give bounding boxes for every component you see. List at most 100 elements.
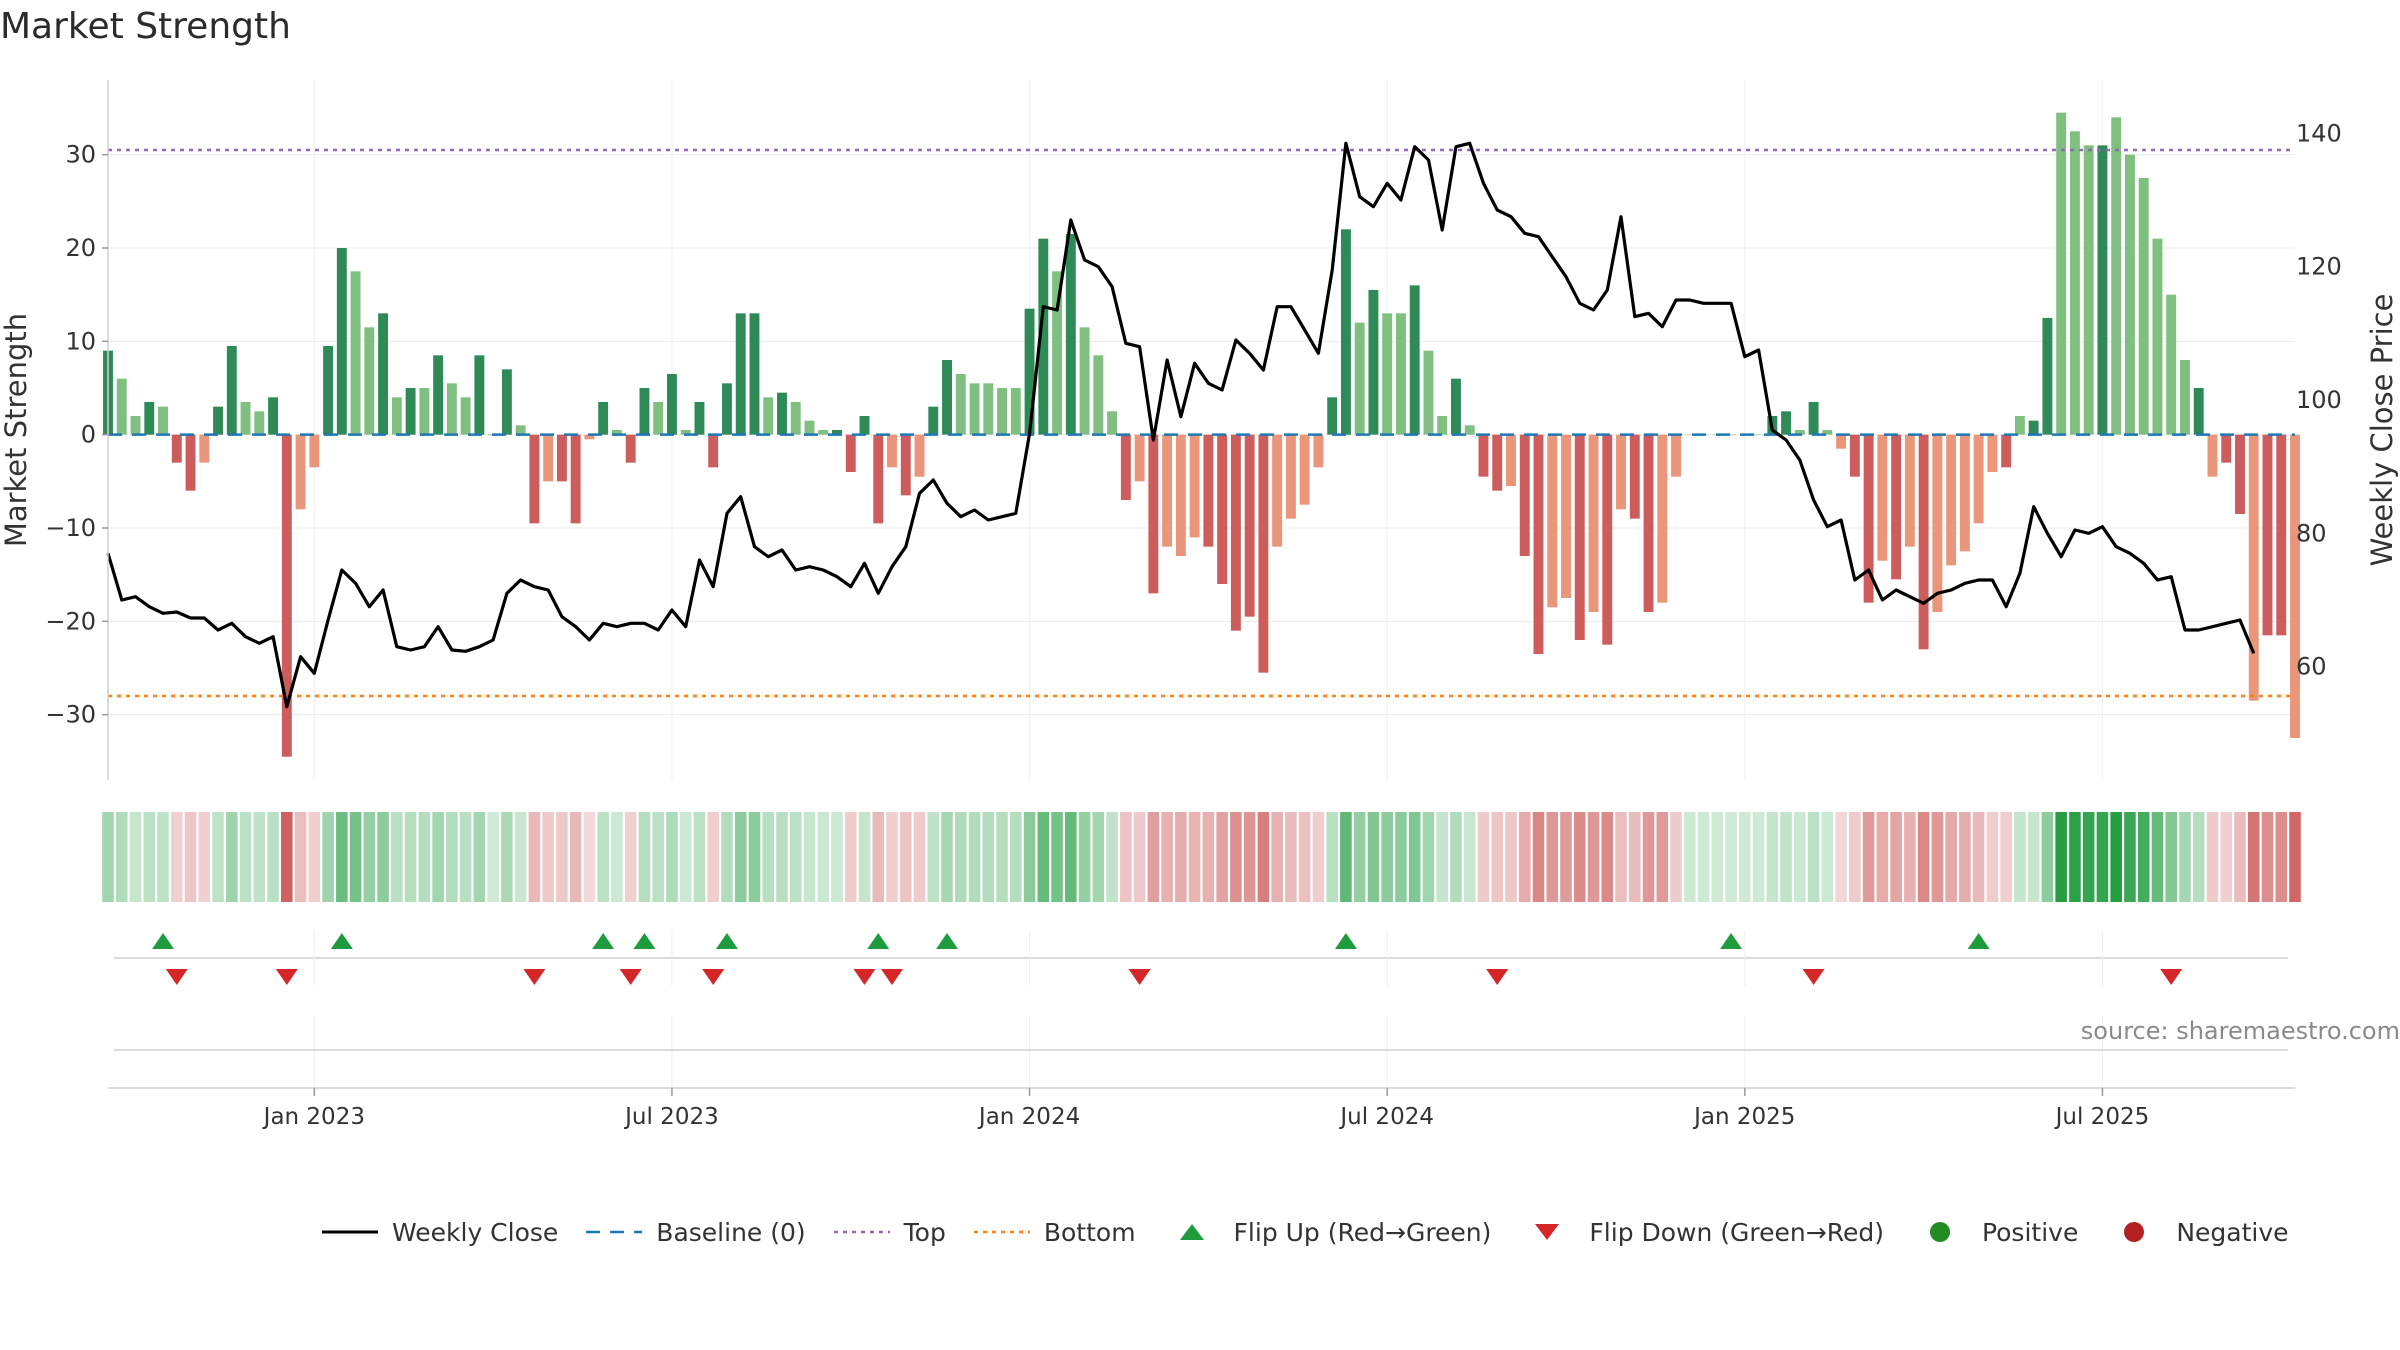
strip-cell <box>734 812 747 902</box>
weekly-close-line <box>106 141 2256 709</box>
strength-bar <box>226 346 237 435</box>
y2-tick-label: 100 <box>2296 386 2342 414</box>
strip-cell <box>322 812 334 902</box>
legend-label: Negative <box>2176 1217 2289 1247</box>
strip-cell <box>1436 812 1448 902</box>
strip-cell <box>2192 812 2205 902</box>
strength-bar <box>1451 378 1461 435</box>
strip-cell <box>1739 812 1751 902</box>
strength-bar <box>460 397 471 435</box>
strength-bar <box>694 402 705 435</box>
strip-cell <box>1450 812 1462 902</box>
strip-cell <box>2220 812 2233 902</box>
legend-item-top: Top <box>832 1218 946 1247</box>
strength-bar <box>2276 434 2287 636</box>
strip-cell <box>624 812 637 902</box>
strip-cell <box>638 812 651 902</box>
strength-bar <box>419 388 430 435</box>
flip-up-marker <box>1334 933 1357 949</box>
x-tick-label: Jul 2024 <box>1338 1104 1434 1130</box>
flip-markers <box>114 930 2288 986</box>
strip-cell <box>1642 812 1655 902</box>
strip-cell <box>913 812 926 902</box>
flip-down-marker <box>881 969 904 985</box>
strength-bar <box>1327 397 1338 435</box>
strength-bar <box>832 430 842 435</box>
y-tick-label: −30 <box>45 701 96 729</box>
strip-cell <box>2179 812 2191 902</box>
strip-cell <box>1477 812 1490 902</box>
strength-bar <box>983 383 994 435</box>
strip-cell <box>308 812 321 902</box>
strength-bar <box>2235 434 2245 514</box>
strength-bar <box>639 388 650 435</box>
strip-cell <box>1849 812 1861 902</box>
strip-cell <box>707 812 719 902</box>
strength-bar <box>1230 434 1241 631</box>
strength-bar <box>1148 434 1159 594</box>
y-tick-label: −20 <box>45 607 96 635</box>
strip-cell <box>143 812 156 902</box>
strip-cell <box>281 812 293 902</box>
strength-bar <box>1354 322 1365 435</box>
strength-bar <box>446 383 457 435</box>
strip-cell <box>170 812 183 902</box>
strip-cell <box>1615 812 1627 902</box>
strip-cell <box>115 812 128 902</box>
legend-label: Flip Down (Green→Red) <box>1589 1217 1884 1247</box>
strength-bar <box>2124 154 2135 435</box>
strength-bar <box>2097 145 2108 435</box>
legend-item-negative: Negative <box>2104 1217 2289 1247</box>
close-line-layer <box>106 141 2256 709</box>
strength-bar <box>1904 434 1915 547</box>
y-tick-label: 0 <box>81 421 96 449</box>
strip-cell <box>1037 812 1050 902</box>
legend-swatch-close <box>322 1230 378 1234</box>
strip-cell <box>1285 812 1297 902</box>
strip-cell <box>2137 812 2150 902</box>
strength-bar <box>1684 434 1695 436</box>
strength-bar <box>790 402 801 435</box>
strength-bar <box>1478 434 1489 477</box>
strip-cell <box>1972 812 1985 902</box>
strip-cell <box>721 812 733 902</box>
strip-cell <box>666 812 678 902</box>
strip-cell <box>1670 812 1682 902</box>
strength-bar <box>1877 434 1888 561</box>
strength-bar <box>1602 434 1613 645</box>
strip-cell <box>1312 812 1325 902</box>
strip-cell <box>1546 812 1559 902</box>
strip-cell <box>1862 812 1875 902</box>
strength-bar <box>1107 411 1118 435</box>
strip-cell <box>1835 812 1847 902</box>
strip-cell <box>597 812 609 902</box>
strength-bar <box>1010 388 1021 435</box>
strip-cell <box>2247 812 2260 902</box>
strength-bar <box>336 248 347 435</box>
y2-axis-label: Weekly Close Price <box>2365 294 2399 567</box>
strength-bar <box>144 402 155 435</box>
strength-bar <box>1409 285 1420 435</box>
strip-cell <box>2041 812 2054 902</box>
strip-cell <box>363 812 376 902</box>
strip-cell <box>542 812 554 902</box>
strip-cell <box>1573 812 1586 902</box>
legend-item-bottom: Bottom <box>972 1218 1136 1247</box>
strip-cell <box>2000 812 2012 902</box>
flip-up-marker <box>1720 933 1743 949</box>
strength-bar <box>171 434 182 463</box>
strength-bar <box>2069 131 2080 435</box>
strip-cell <box>1463 812 1476 902</box>
strength-bar <box>2193 388 2204 435</box>
strip-cell <box>1230 812 1242 902</box>
strength-bar <box>2083 145 2094 435</box>
strength-bar <box>887 434 897 468</box>
strength-bar <box>405 388 416 435</box>
strength-bar <box>1918 434 1929 650</box>
flip-up-marker <box>592 933 615 949</box>
strength-bar <box>955 374 966 435</box>
strip-cell <box>1505 812 1517 902</box>
strip-cell <box>1684 812 1696 902</box>
strip-cell <box>1794 812 1806 902</box>
legend-swatch-top <box>833 1230 890 1234</box>
